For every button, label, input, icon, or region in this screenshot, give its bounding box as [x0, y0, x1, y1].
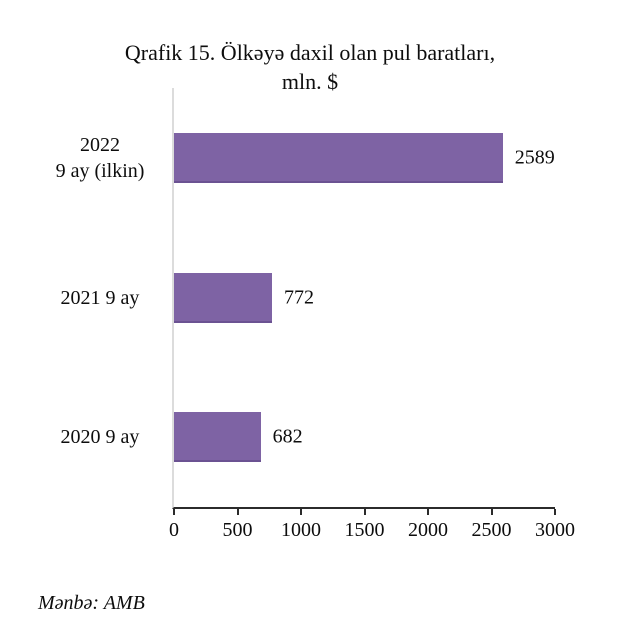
- category-label-line: 2020 9 ay: [60, 426, 140, 449]
- x-axis-tick-label: 0: [169, 519, 179, 541]
- chart-title: Qrafik 15. Ölkəyə daxil olan pul baratla…: [0, 38, 620, 96]
- x-axis-tick: [490, 509, 493, 515]
- x-axis-tick: [236, 509, 239, 515]
- chart-title-line1: Qrafik 15. Ölkəyə daxil olan pul baratla…: [124, 40, 496, 65]
- category-label-line: 2021 9 ay: [60, 286, 140, 309]
- x-axis-tick-label: 2000: [408, 519, 448, 541]
- bar-value-label: 2589: [514, 146, 555, 169]
- x-axis-tick: [363, 509, 366, 515]
- chart-title-line2: mln. $: [281, 69, 339, 94]
- category-label-line: 2022: [80, 133, 120, 156]
- x-axis-tick-label: 500: [222, 519, 253, 541]
- x-axis-tick: [427, 509, 429, 515]
- category-label-line: 9 ay (ilkin): [55, 159, 145, 182]
- category-label: 2021 9 ay: [38, 285, 162, 311]
- x-axis-tick: [300, 509, 302, 515]
- x-axis-tick-label: 1000: [281, 519, 321, 541]
- source-note: Mənbə: AMB: [38, 592, 145, 614]
- plot-area: 0 500 1000 1500 2000 2500 3000 2589 2022 9 ay (il…: [56, 88, 575, 541]
- x-axis-tick-label: 2500: [471, 519, 512, 541]
- x-axis-tick-label: 1500: [344, 519, 385, 541]
- x-axis-tick: [173, 509, 175, 515]
- x-axis-tick-label: 3000: [535, 519, 575, 541]
- bar: [174, 132, 503, 183]
- bar-value-label: 682: [272, 425, 303, 448]
- bar: [174, 412, 261, 463]
- x-axis-tick: [554, 509, 556, 515]
- category-label: 2020 9 ay: [38, 424, 162, 450]
- bar: [174, 272, 273, 323]
- bar-value-label: 772: [284, 286, 315, 308]
- category-label: 2022 9 ay (ilkin): [38, 132, 162, 184]
